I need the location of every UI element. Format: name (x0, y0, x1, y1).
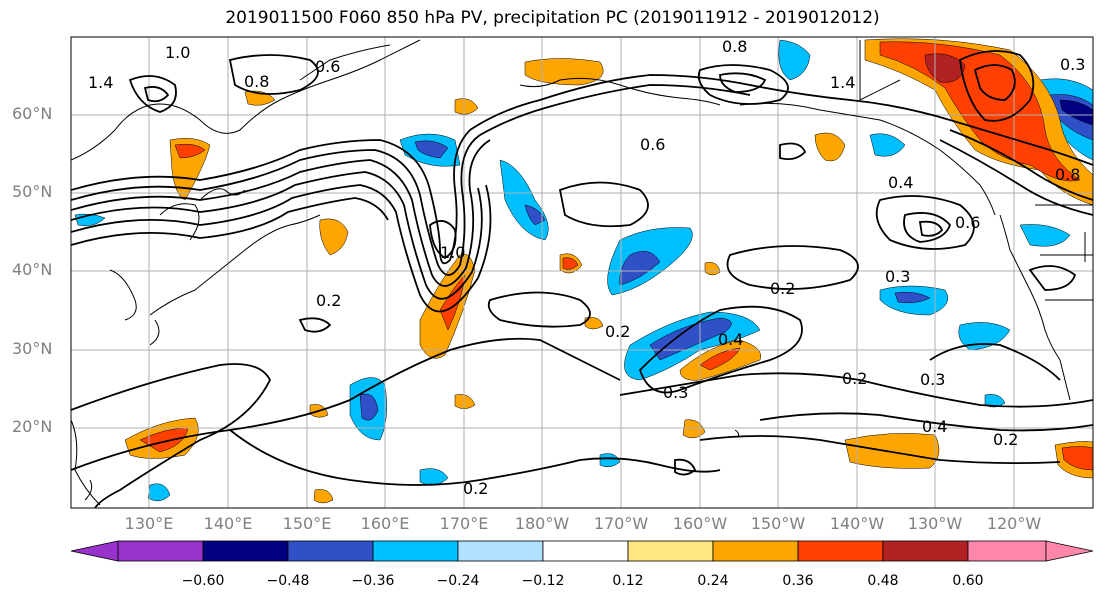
contour-label: 0.6 (315, 57, 340, 76)
contour-labels: 1.0 1.4 0.8 0.6 0.8 1.4 0.6 1.0 0.4 0.8 … (88, 37, 1085, 498)
colorbar-tick-label: 0.24 (697, 573, 729, 589)
lon-label: 140°E (203, 514, 253, 533)
contour-label: 0.2 (605, 322, 630, 341)
map-gridlines (71, 37, 1093, 508)
colorbar-tick-label: −0.48 (266, 573, 310, 589)
colorbar-segment (627, 540, 714, 562)
contour-label: 0.3 (920, 370, 945, 389)
contour-label: 1.0 (440, 243, 465, 262)
colorbar-tick-label: 0.12 (612, 573, 644, 589)
contour-label: 0.8 (722, 37, 747, 56)
colorbar-segment (457, 540, 544, 562)
contour-label: 1.0 (165, 43, 190, 62)
colorbar-segment (542, 540, 629, 562)
colorbar-segment (712, 540, 799, 562)
lon-label: 130°E (124, 514, 174, 533)
colorbar-segment (202, 540, 289, 562)
contour-label: 0.2 (993, 430, 1018, 449)
contour-label: 0.2 (463, 479, 488, 498)
colorbar-segment (882, 540, 969, 562)
lon-label: 170°W (593, 514, 649, 533)
colorbar-segment (117, 540, 204, 562)
contour-label: 0.6 (640, 135, 665, 154)
lat-label: 30°N (12, 339, 53, 358)
colorbar-segment (797, 540, 884, 562)
colorbar-segment (967, 540, 1047, 562)
colorbar-segment (372, 540, 459, 562)
contour-label: 0.4 (888, 173, 913, 192)
lat-label: 60°N (12, 104, 53, 123)
colorbar-tick-label: −0.12 (521, 573, 565, 589)
contour-label: 1.4 (88, 73, 113, 92)
colorbar (70, 540, 1094, 562)
positive-precip-shading (124, 38, 1093, 504)
map-frame (70, 36, 1094, 509)
contour-label: 0.3 (663, 383, 688, 402)
contour-label: 0.8 (1055, 165, 1080, 184)
contour-label: 0.6 (955, 213, 980, 232)
pv-contours (71, 50, 1093, 508)
contour-label: 0.3 (885, 267, 910, 286)
contour-label: 0.2 (770, 279, 795, 298)
contour-label: 0.4 (718, 330, 743, 349)
colorbar-tick-label: 0.60 (952, 573, 984, 589)
lon-label: 160°E (360, 514, 410, 533)
contour-label: 0.2 (316, 291, 341, 310)
lon-label: 160°W (672, 514, 728, 533)
lat-label: 20°N (12, 417, 53, 436)
lat-label: 50°N (12, 182, 53, 201)
colorbar-tick-label: −0.24 (436, 573, 480, 589)
lon-label: 150°W (750, 514, 806, 533)
lon-label: 120°W (986, 514, 1042, 533)
map-plot-area (71, 37, 1093, 508)
negative-precip-shading (74, 39, 1093, 502)
colorbar-extend-high (1045, 540, 1094, 562)
colorbar-segment (287, 540, 374, 562)
lon-label: 180°W (514, 514, 570, 533)
contour-label: 1.4 (830, 73, 855, 92)
lon-label: 130°W (907, 514, 963, 533)
contour-label: 0.8 (244, 72, 269, 91)
colorbar-tick-label: 0.36 (782, 573, 814, 589)
lon-label: 170°E (439, 514, 489, 533)
map-title: 2019011500 F060 850 hPa PV, precipitatio… (225, 8, 880, 28)
colorbar-extend-low (70, 540, 119, 562)
colorbar-tick-label: 0.48 (867, 573, 899, 589)
lat-label: 40°N (12, 260, 53, 279)
lon-label: 150°E (282, 514, 332, 533)
lon-label: 140°W (829, 514, 885, 533)
contour-label: 0.3 (1060, 55, 1085, 74)
colorbar-tick-label: −0.60 (181, 573, 225, 589)
colorbar-tick-label: −0.36 (351, 573, 395, 589)
contour-label: 0.4 (922, 417, 947, 436)
contour-label: 0.2 (842, 369, 867, 388)
